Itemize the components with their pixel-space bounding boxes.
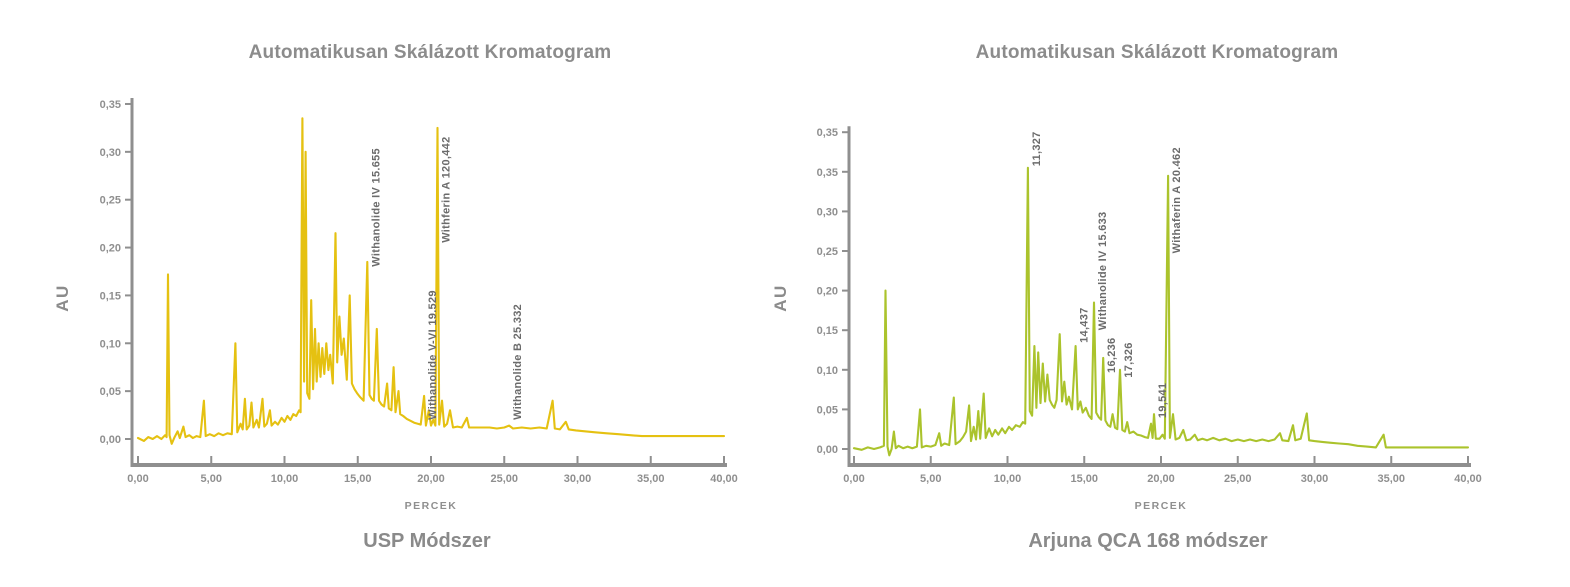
y-tick-label: 0,15 — [817, 325, 838, 337]
x-axis-label-left: PERCEK — [404, 500, 458, 512]
chart-caption-right: Arjuna QCA 168 módszer — [1028, 530, 1268, 552]
y-tick-label: 0,30 — [817, 206, 838, 218]
y-tick-label: 0,05 — [100, 386, 121, 398]
y-tick-label: 0,10 — [817, 365, 838, 377]
chart-caption-left: USP Módszer — [363, 530, 491, 552]
y-tick-label: 0,25 — [817, 246, 838, 258]
peak-label: 17,326 — [1123, 342, 1135, 377]
y-axis-label-left: AU — [53, 284, 72, 312]
y-tick-label: 0,15 — [100, 290, 121, 302]
y-tick-label: 0,25 — [100, 195, 121, 207]
y-axis-label-right: AU — [771, 284, 790, 312]
chromatogram-left: 0,00 0,05 0,10 0,15 0,20 0,25 0,30 0,35 0,00 5,00… — [100, 97, 738, 485]
y-tick-label: 0,30 — [100, 147, 121, 159]
peak-label: Withaferin A 20.462 — [1171, 147, 1183, 253]
x-tick-label: 35,00 — [1377, 473, 1405, 485]
y-tick-label: 0,05 — [817, 404, 838, 416]
x-tick-label: 40,00 — [710, 473, 738, 485]
peak-label: Withanolide B 25.332 — [512, 304, 524, 420]
x-tick-label: 15,00 — [344, 473, 372, 485]
x-tick-label: 0,00 — [843, 473, 864, 485]
chart-title-left: Automatikusan Skálázott Kromatogram — [248, 42, 612, 63]
y-tick-label: 0,00 — [100, 434, 121, 446]
peak-label: Withanolide IV 15.633 — [1097, 212, 1109, 331]
x-tick-label: 35,00 — [637, 473, 665, 485]
x-axis-label-right: PERCEK — [1134, 500, 1188, 512]
x-tick-label: 10,00 — [271, 473, 299, 485]
x-tick-label: 5,00 — [920, 473, 941, 485]
y-tick-label: 0,20 — [100, 243, 121, 255]
x-tick-label: 30,00 — [564, 473, 592, 485]
chart-title-right: Automatikusan Skálázott Kromatogram — [975, 42, 1339, 63]
y-tick-label: 0,00 — [817, 444, 838, 456]
trace — [136, 117, 726, 445]
x-tick-label: 25,00 — [1224, 473, 1252, 485]
x-tick-label: 5,00 — [201, 473, 222, 485]
x-tick-label: 20,00 — [417, 473, 445, 485]
peak-label: Withferin A 120,442 — [440, 137, 452, 243]
y-tick-label: 0,10 — [100, 338, 121, 350]
y-tick-label: 0,35 — [817, 127, 838, 139]
x-tick-label: 25,00 — [490, 473, 518, 485]
y-tick-label: 0,35 — [817, 167, 838, 179]
y-tick-label: 0,20 — [817, 286, 838, 298]
trace — [852, 166, 1470, 457]
x-tick-label: 40,00 — [1454, 473, 1482, 485]
y-tick-label: 0,35 — [100, 99, 121, 111]
x-tick-label: 15,00 — [1070, 473, 1098, 485]
peak-label: 11,327 — [1031, 131, 1043, 166]
x-tick-label: 0,00 — [127, 473, 148, 485]
peak-label: Withanolide V-VI 19.529 — [427, 290, 439, 420]
x-tick-label: 10,00 — [994, 473, 1022, 485]
peak-label: 19,541 — [1157, 383, 1169, 418]
chromatogram-right: 0,00 0,05 0,10 0,15 0,20 0,25 0,30 0,35 0,35 0,00… — [817, 126, 1482, 485]
x-tick-label: 30,00 — [1301, 473, 1329, 485]
peak-label: 16,236 — [1106, 338, 1118, 373]
peak-label: Withanolide IV 15.655 — [370, 148, 382, 267]
x-tick-label: 20,00 — [1147, 473, 1175, 485]
peak-label: 14,437 — [1079, 307, 1091, 342]
